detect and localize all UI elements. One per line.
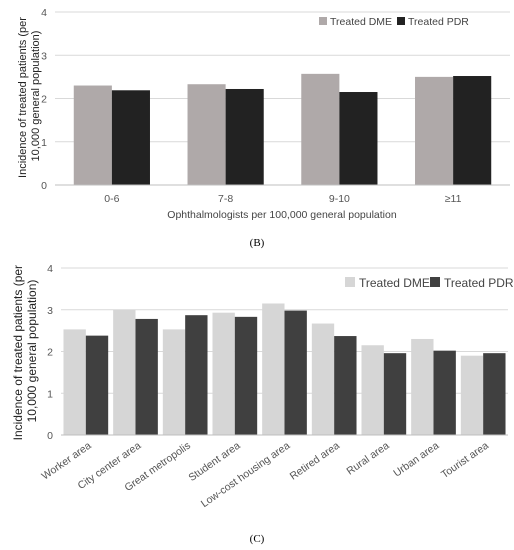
chart-c-y-ticks: 0 1 2 3 4 bbox=[47, 263, 53, 442]
chart-b-y-axis-label-line-2: 10,000 general population) bbox=[30, 31, 42, 162]
chart-c-x-tick-label: Tourist area bbox=[439, 440, 491, 481]
chart-c-bar-pdr bbox=[383, 353, 407, 435]
chart-b-legend-swatch-dme bbox=[319, 17, 327, 25]
chart-b-y-tick-label: 0 bbox=[41, 180, 47, 192]
chart-c-bar-pdr bbox=[433, 350, 456, 435]
panel-label-b: (B) bbox=[250, 237, 265, 249]
chart-b-legend-label-dme: Treated DME bbox=[330, 16, 392, 28]
chart-b-y-axis-label-line-1: Incidence of treated patients (per bbox=[17, 17, 29, 178]
chart-b: 0 1 2 3 4 0-6 7-8 9-10 ≥11 Incidence of treated… bbox=[17, 7, 510, 221]
chart-b-x-tick-label: 7-8 bbox=[218, 193, 233, 205]
chart-c-bars bbox=[63, 303, 506, 435]
chart-c-bar-dme bbox=[411, 338, 434, 435]
chart-b-x-axis-label: Ophthalmologists per 100,000 general pop… bbox=[167, 209, 397, 221]
chart-c-x-tick-label: Rural area bbox=[345, 440, 392, 478]
chart-b-bar-dme bbox=[187, 84, 226, 185]
chart-c-bar-pdr bbox=[135, 318, 158, 435]
chart-b-bar-pdr bbox=[453, 76, 492, 185]
chart-c-y-tick-label: 3 bbox=[47, 305, 53, 317]
chart-c-bar-dme bbox=[262, 303, 285, 435]
chart-b-bar-dme bbox=[415, 76, 454, 185]
chart-c-legend-swatch-pdr bbox=[430, 277, 440, 287]
chart-c-bar-pdr bbox=[284, 310, 307, 435]
chart-c-y-tick-label: 4 bbox=[47, 263, 53, 275]
chart-c-bar-pdr bbox=[234, 316, 258, 435]
chart-c-legend: Treated DME Treated PDR bbox=[345, 276, 514, 290]
chart-b-x-tick-label: 9-10 bbox=[329, 193, 350, 205]
chart-c-legend-swatch-dme bbox=[345, 277, 355, 287]
chart-c-x-tick-label: Urban area bbox=[391, 440, 441, 480]
chart-c-legend-label-pdr: Treated PDR bbox=[444, 276, 514, 290]
chart-b-legend-label-pdr: Treated PDR bbox=[408, 16, 469, 28]
chart-c-bar-pdr bbox=[185, 315, 208, 435]
chart-c-legend-label-dme: Treated DME bbox=[359, 276, 430, 290]
chart-b-bars bbox=[73, 73, 492, 185]
chart-b-legend: Treated DME Treated PDR bbox=[319, 16, 469, 28]
chart-c-bar-pdr bbox=[334, 336, 357, 435]
chart-c-bar-dme bbox=[162, 329, 186, 435]
chart-b-y-tick-label: 1 bbox=[41, 137, 47, 149]
chart-b-legend-swatch-pdr bbox=[397, 17, 405, 25]
chart-c-bar-dme bbox=[212, 312, 235, 435]
chart-b-bar-dme bbox=[73, 85, 112, 185]
chart-c-y-tick-label: 0 bbox=[47, 430, 53, 442]
chart-c-bar-dme bbox=[460, 355, 484, 435]
chart-c-y-axis-label-line-1: Incidence of treated patients (per bbox=[11, 265, 25, 440]
chart-c-bar-pdr bbox=[85, 335, 109, 435]
chart-c-y-tick-label: 1 bbox=[47, 388, 53, 400]
chart-b-y-tick-label: 2 bbox=[41, 94, 47, 106]
chart-b-x-tick-label: 0-6 bbox=[104, 193, 119, 205]
chart-b-bar-pdr bbox=[111, 90, 150, 185]
chart-c-bar-pdr bbox=[483, 353, 506, 435]
chart-b-x-tick-label: ≥11 bbox=[445, 193, 462, 205]
panel-label-c: (C) bbox=[250, 533, 265, 545]
chart-c-y-axis-label: Incidence of treated patients (per 10,00… bbox=[11, 262, 39, 441]
chart-b-y-tick-label: 3 bbox=[41, 50, 47, 62]
chart-b-bar-dme bbox=[301, 73, 340, 185]
chart-c-y-tick-label: 2 bbox=[47, 347, 53, 359]
chart-c-bar-dme bbox=[361, 345, 384, 435]
chart-b-bar-pdr bbox=[225, 88, 264, 185]
chart-b-y-axis-label: Incidence of treated patients (per 10,00… bbox=[17, 14, 42, 178]
chart-c-y-axis-label-line-2: 10,000 general population) bbox=[25, 280, 39, 423]
chart-c-bar-dme bbox=[311, 323, 335, 435]
chart-c-bar-dme bbox=[63, 329, 86, 435]
chart-c-x-tick-label: Retired area bbox=[288, 440, 342, 483]
chart-b-x-ticks: 0-6 7-8 9-10 ≥11 bbox=[104, 193, 461, 205]
chart-c-x-tick-label: Low-cost housing area bbox=[199, 440, 293, 511]
chart-b-y-tick-label: 4 bbox=[41, 7, 47, 19]
chart-b-bar-pdr bbox=[339, 92, 378, 185]
chart-b-y-ticks: 0 1 2 3 4 bbox=[41, 7, 47, 192]
chart-c-bar-dme bbox=[113, 309, 136, 435]
